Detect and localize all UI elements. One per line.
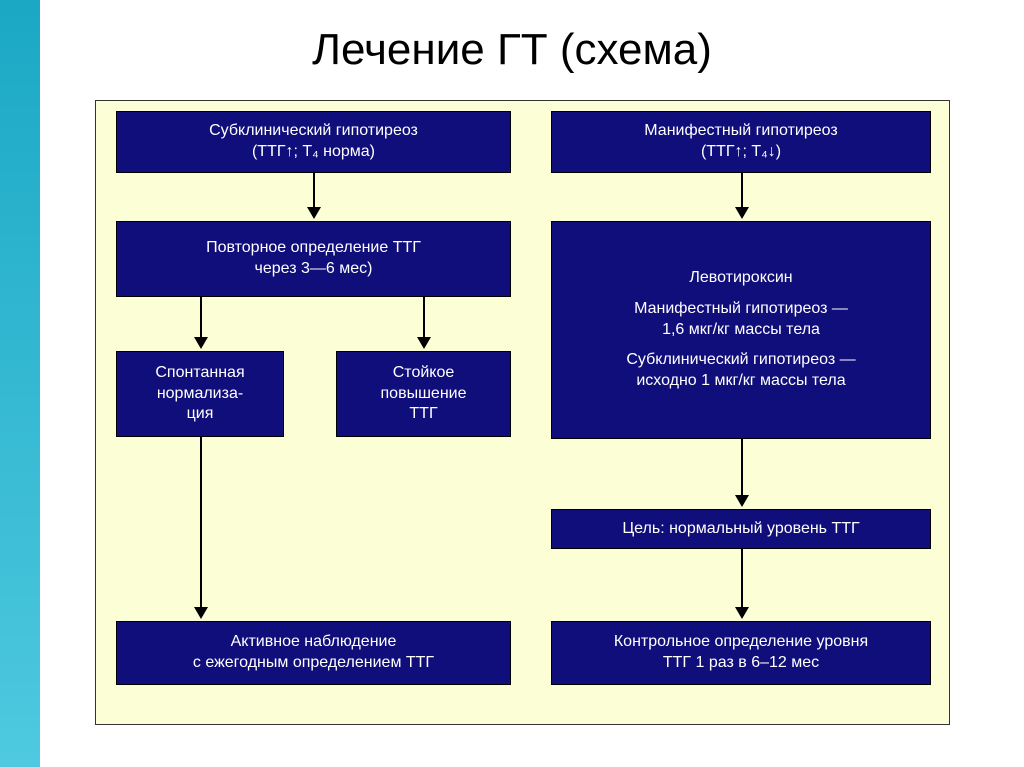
node-text: Повторное определение ТТГ: [206, 238, 421, 259]
node-text: Стойкое: [393, 363, 455, 384]
node-text: через 3—6 мес): [255, 259, 373, 280]
flowchart-canvas: Субклинический гипотиреоз (ТТГ↑; Т₄ норм…: [95, 100, 950, 725]
node-control: Контрольное определение уровня ТТГ 1 раз…: [551, 621, 931, 685]
arrow-head-icon: [735, 495, 749, 507]
node-text: Манифестный гипотиреоз: [644, 121, 837, 142]
node-text: (ТТГ↑; Т₄↓): [701, 142, 781, 163]
node-subclinical: Субклинический гипотиреоз (ТТГ↑; Т₄ норм…: [116, 111, 511, 173]
node-text: Цель: нормальный уровень ТТГ: [622, 519, 859, 540]
arrow-line: [741, 549, 743, 609]
arrow-line: [741, 173, 743, 209]
node-text: (ТТГ↑; Т₄ норма): [252, 142, 375, 163]
node-text: Субклинический гипотиреоз —: [626, 350, 855, 371]
arrow-line: [200, 297, 202, 339]
node-text: 1,6 мкг/кг массы тела: [662, 320, 820, 341]
arrow-line: [423, 297, 425, 339]
arrow-head-icon: [735, 607, 749, 619]
node-text: ТТГ: [409, 404, 437, 425]
node-persistent: Стойкое повышение ТТГ: [336, 351, 511, 437]
node-text: Контрольное определение уровня: [614, 632, 868, 653]
arrow-head-icon: [194, 607, 208, 619]
arrow-line: [313, 173, 315, 209]
page-title: Лечение ГТ (схема): [0, 25, 1024, 75]
node-text: Левотироксин: [689, 268, 792, 289]
arrow-head-icon: [307, 207, 321, 219]
node-text: нормализа-: [157, 384, 243, 405]
node-text: с ежегодным определением ТТГ: [193, 653, 434, 674]
node-text: ция: [187, 404, 214, 425]
node-text: Манифестный гипотиреоз —: [634, 299, 848, 320]
node-goal: Цель: нормальный уровень ТТГ: [551, 509, 931, 549]
node-spontaneous: Спонтанная нормализа- ция: [116, 351, 284, 437]
node-text: ТТГ 1 раз в 6–12 мес: [663, 653, 819, 674]
node-text: Спонтанная: [155, 363, 244, 384]
node-repeat: Повторное определение ТТГ через 3—6 мес): [116, 221, 511, 297]
arrow-head-icon: [417, 337, 431, 349]
arrow-head-icon: [735, 207, 749, 219]
node-manifest: Манифестный гипотиреоз (ТТГ↑; Т₄↓): [551, 111, 931, 173]
node-levothyroxine: Левотироксин Манифестный гипотиреоз — 1,…: [551, 221, 931, 439]
node-text: Активное наблюдение: [231, 632, 397, 653]
arrow-line: [200, 437, 202, 609]
arrow-head-icon: [194, 337, 208, 349]
node-active-observation: Активное наблюдение с ежегодным определе…: [116, 621, 511, 685]
node-text: исходно 1 мкг/кг массы тела: [636, 371, 845, 392]
arrow-line: [741, 439, 743, 497]
node-text: повышение: [381, 384, 467, 405]
accent-sidebar: [0, 0, 40, 767]
node-text: Субклинический гипотиреоз: [209, 121, 418, 142]
